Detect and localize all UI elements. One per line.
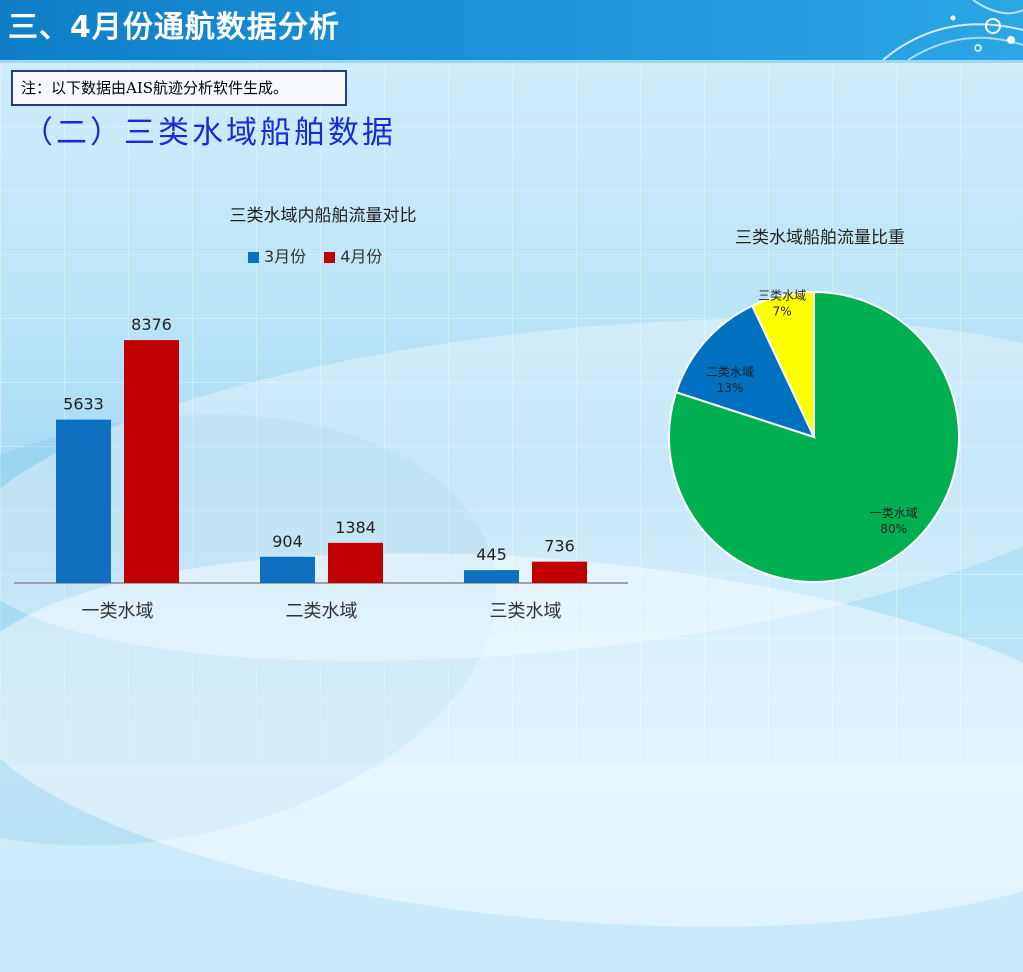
pie-slice-label: 二类水域 [706,365,754,379]
bar-chart-legend: 3月份 4月份 [248,246,382,268]
bar-value-label: 445 [476,545,507,564]
page-title: 三、4月份通航数据分析 [8,10,340,45]
bar-april [328,542,383,583]
bar-march [464,570,519,583]
section-subtitle: （二）三类水域船舶数据 [22,115,396,151]
pie-slice-label: 三类水域 [758,288,806,302]
pie-slice [674,304,816,439]
bar-value-label: 736 [544,537,575,556]
bar-march [260,556,315,583]
note-box: 注：以下数据由AIS航迹分析软件生成。 [11,70,347,106]
legend-label-march: 3月份 [264,247,307,266]
legend-item-april: 4月份 [324,246,382,268]
legend-swatch-march [248,251,259,263]
pie-slice-label: 一类水域 [870,506,918,520]
pie-chart: 一类水域 80% 二类水域 13% 三类水域 7% [668,288,960,583]
header-bar: 三、4月份通航数据分析 [0,0,1023,63]
bubble-decoration-icon [882,0,1023,60]
x-tick-label: 二类水域 [286,601,358,622]
legend-item-march: 3月份 [248,246,306,268]
bar-chart-title: 三类水域内船舶流量对比 [229,206,417,226]
bar-march [56,419,111,583]
bar-value-label: 904 [272,532,303,551]
pie-slice-percent: 7% [773,304,792,318]
pie-chart-title: 三类水域船舶流量比重 [735,228,905,248]
x-tick-label: 一类水域 [82,601,154,622]
legend-label-april: 4月份 [340,247,383,266]
pie-slice [750,290,815,438]
bar-chart: 5633 8376 一类水域 904 1384 二类水域 445 736 三类水域 [14,315,628,622]
pie-slice-percent: 13% [717,381,744,395]
bar-april [124,340,179,583]
bar-april [532,561,587,583]
bar-value-label: 1384 [335,518,376,537]
bar-value-label: 8376 [131,315,172,334]
x-tick-label: 三类水域 [490,601,562,622]
legend-swatch-april [324,251,336,263]
pie-slice-percent: 80% [880,522,907,536]
bar-value-label: 5633 [63,395,104,414]
